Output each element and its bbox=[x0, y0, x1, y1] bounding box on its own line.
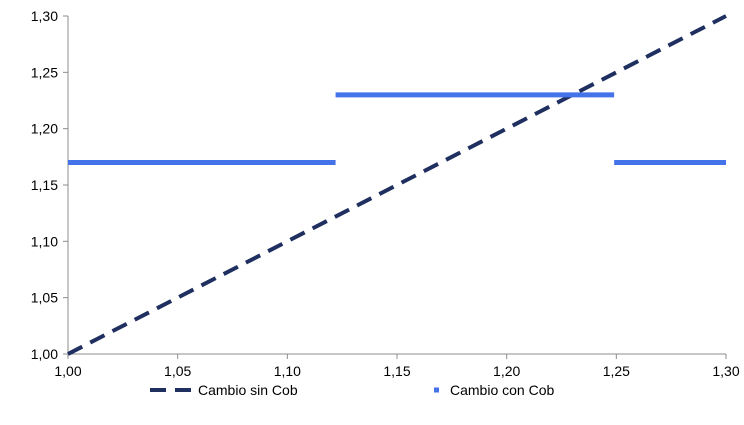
y-tick-label: 1,15 bbox=[31, 177, 58, 193]
legend-swatch-cambio-con-cob bbox=[434, 387, 439, 393]
x-tick-label: 1,25 bbox=[603, 363, 630, 379]
y-tick-label: 1,25 bbox=[31, 64, 58, 80]
series-line-cambio-sin-cob bbox=[67, 14, 727, 356]
y-tick-label: 1,10 bbox=[31, 233, 58, 249]
y-tick-label: 1,20 bbox=[31, 121, 58, 137]
y-tick-label: 1,05 bbox=[31, 290, 58, 306]
x-tick-label: 1,05 bbox=[164, 363, 191, 379]
chart-ticks: 1,00 1,05 1,10 1,15 1,20 1,25 1,30 1,00 1,05 1,10… bbox=[31, 8, 740, 379]
x-tick-label: 1,30 bbox=[712, 363, 739, 379]
plot-area bbox=[67, 14, 727, 356]
y-tick-label: 1,30 bbox=[31, 8, 58, 24]
legend-label-cambio-sin-cob: Cambio sin Cob bbox=[198, 382, 298, 398]
legend-label-cambio-con-cob: Cambio con Cob bbox=[450, 382, 554, 398]
x-tick-label: 1,10 bbox=[274, 363, 301, 379]
x-tick-label: 1,15 bbox=[383, 363, 410, 379]
chart-legend: Cambio sin Cob Cambio con Cob bbox=[150, 382, 554, 398]
x-tick-label: 1,20 bbox=[493, 363, 520, 379]
x-tick-label: 1,00 bbox=[54, 363, 81, 379]
y-tick-label: 1,00 bbox=[31, 346, 58, 362]
